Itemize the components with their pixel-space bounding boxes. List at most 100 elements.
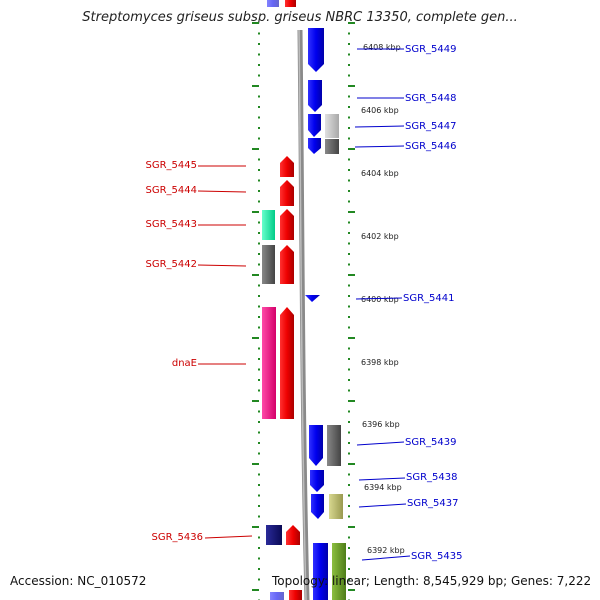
minor-tick-mark (348, 242, 350, 245)
minor-tick-mark (348, 32, 350, 35)
minor-tick-mark (258, 578, 260, 581)
kbp-label: 6396 kbp (362, 420, 400, 429)
gene-arrow-dnae[interactable] (280, 307, 294, 419)
minor-tick-mark (348, 179, 350, 182)
minor-tick-mark (348, 547, 350, 549)
gene-arrow-sgr-5449[interactable] (308, 28, 324, 72)
left-gene-labels: SGR_5445 SGR_5444 SGR_5443 SGR_5442 dnaE… (146, 160, 253, 543)
minor-tick-mark (348, 53, 350, 56)
minor-tick-mark (258, 505, 260, 507)
gene-box-sgr-5437[interactable] (329, 494, 343, 519)
minor-tick-mark (258, 295, 260, 297)
minor-tick-mark (258, 158, 260, 161)
minor-tick-mark (258, 116, 260, 119)
gene-label-sgr-5437[interactable]: SGR_5437 (407, 498, 459, 509)
minor-tick-mark (348, 221, 350, 224)
major-tick-mark (348, 526, 355, 528)
major-tick-mark (348, 274, 355, 276)
minor-tick-mark (348, 368, 350, 371)
minor-tick-mark (258, 473, 260, 476)
major-tick-mark (348, 211, 355, 213)
gene-clipped-top-left[interactable] (267, 0, 279, 7)
gene-arrow-sgr-5439[interactable] (309, 425, 323, 466)
gene-arrow-sgr-5436[interactable] (286, 525, 300, 545)
minor-tick-mark (258, 64, 260, 66)
gene-clipped-bottom-red[interactable] (289, 590, 302, 600)
minor-tick-mark (348, 305, 350, 308)
kbp-label: 6398 kbp (361, 358, 399, 367)
accession-text: Accession: NC_010572 (10, 574, 147, 588)
gene-clipped-bottom-left[interactable] (270, 592, 284, 600)
minor-tick-mark (348, 431, 350, 434)
minor-tick-mark (348, 253, 350, 255)
gene-label-sgr-5438[interactable]: SGR_5438 (406, 472, 458, 483)
gene-label-dnae[interactable]: dnaE (172, 358, 197, 369)
gene-label-sgr-5439[interactable]: SGR_5439 (405, 437, 457, 448)
major-tick-mark (252, 463, 259, 465)
gene-label-sgr-5447[interactable]: SGR_5447 (405, 121, 457, 132)
gene-clipped-top-red[interactable] (285, 0, 296, 7)
gene-arrow-sgr-5444[interactable] (280, 180, 294, 206)
leader-line (197, 190, 247, 193)
gene-arrow-sgr-5446[interactable] (308, 138, 321, 154)
minor-tick-mark (348, 347, 350, 350)
genome-summary-text: Topology: linear; Length: 8,545,929 bp; … (272, 574, 592, 588)
gene-arrow-sgr-5445[interactable] (280, 156, 294, 177)
major-tick-mark (348, 85, 355, 87)
gene-box-sgr-5435[interactable] (332, 543, 346, 600)
kbp-label: 6406 kbp (361, 106, 399, 115)
gene-label-sgr-5435[interactable]: SGR_5435 (411, 551, 463, 562)
minor-tick-mark (348, 190, 350, 192)
gene-arrow-sgr-5438[interactable] (310, 470, 324, 492)
minor-tick-mark (348, 379, 350, 381)
gene-label-sgr-5443[interactable]: SGR_5443 (146, 219, 198, 230)
major-tick-mark (252, 337, 259, 339)
gene-label-sgr-5445[interactable]: SGR_5445 (146, 160, 198, 171)
minor-tick-mark (258, 53, 260, 56)
gene-label-sgr-5436[interactable]: SGR_5436 (152, 532, 204, 543)
leader-line (354, 125, 405, 128)
gene-arrow-sgr-5448[interactable] (308, 80, 322, 112)
gene-label-sgr-5449[interactable]: SGR_5449 (405, 44, 457, 55)
major-tick-mark (252, 589, 259, 591)
gene-box-sgr-5446[interactable] (325, 139, 339, 154)
minor-tick-mark (258, 74, 260, 77)
leader-line (197, 264, 247, 267)
minor-tick-mark (348, 43, 350, 45)
chromosome-backbone (297, 29, 310, 600)
minor-tick-mark (348, 568, 350, 570)
gene-arrow-sgr-5443[interactable] (280, 209, 294, 240)
major-tick-mark (252, 400, 259, 402)
minor-tick-mark (258, 316, 260, 318)
gene-label-sgr-5448[interactable]: SGR_5448 (405, 93, 457, 104)
gene-label-sgr-5441[interactable]: SGR_5441 (403, 293, 455, 304)
minor-tick-mark (258, 137, 260, 140)
minor-tick-mark (258, 253, 260, 255)
minor-tick-mark (258, 410, 260, 413)
map-title: Streptomyces griseus subsp. griseus NBRC… (82, 10, 518, 25)
minor-tick-mark (348, 557, 350, 560)
minor-tick-mark (348, 95, 350, 98)
minor-tick-mark (348, 200, 350, 203)
major-tick-mark (348, 463, 355, 465)
major-tick-mark (348, 589, 355, 591)
leader-line (204, 535, 253, 539)
gene-box-dnae[interactable] (262, 307, 276, 419)
minor-tick-mark (258, 95, 260, 98)
gene-label-sgr-5444[interactable]: SGR_5444 (146, 185, 198, 196)
gene-arrow-sgr-5437[interactable] (311, 494, 324, 519)
gene-arrow-sgr-5442[interactable] (280, 245, 294, 284)
gene-arrow-sgr-5441[interactable] (305, 295, 320, 302)
gene-box-sgr-5439[interactable] (327, 425, 341, 466)
minor-tick-mark (348, 158, 350, 161)
minor-tick-mark (348, 578, 350, 581)
gene-box-sgr-5447[interactable] (325, 114, 339, 138)
gene-label-sgr-5442[interactable]: SGR_5442 (146, 259, 198, 270)
gene-arrow-sgr-5447[interactable] (308, 114, 321, 137)
major-tick-mark (252, 85, 259, 87)
gene-label-sgr-5446[interactable]: SGR_5446 (405, 141, 457, 152)
gene-box-sgr-5442[interactable] (262, 245, 275, 284)
gene-arrow-sgr-5435[interactable] (313, 543, 328, 600)
gene-box-sgr-5436[interactable] (266, 525, 282, 545)
gene-box-sgr-5443[interactable] (262, 210, 275, 240)
